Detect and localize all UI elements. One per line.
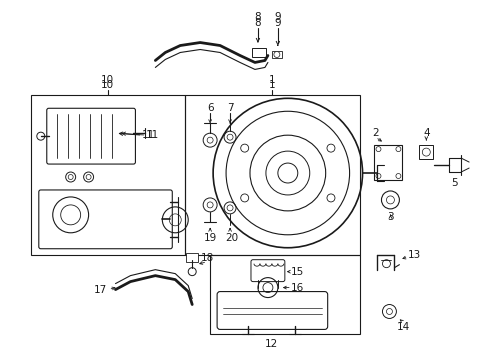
- Text: 8: 8: [255, 12, 261, 22]
- Text: 14: 14: [397, 323, 410, 332]
- Text: 7: 7: [227, 103, 233, 113]
- Text: 4: 4: [423, 128, 430, 138]
- Bar: [31, 95, 185, 255]
- Text: 1: 1: [269, 80, 275, 90]
- Text: 6: 6: [207, 103, 214, 113]
- Text: 15: 15: [291, 267, 304, 276]
- Text: 18: 18: [200, 253, 214, 263]
- Text: 9: 9: [274, 12, 281, 22]
- Text: 11: 11: [142, 130, 155, 140]
- Text: 9: 9: [274, 18, 281, 28]
- Text: 5: 5: [451, 178, 458, 188]
- Text: 10: 10: [101, 75, 114, 85]
- Text: 17: 17: [94, 284, 107, 294]
- Bar: [185, 95, 360, 255]
- Bar: [210, 255, 360, 334]
- Text: 1: 1: [269, 75, 275, 85]
- Circle shape: [37, 132, 45, 140]
- Circle shape: [188, 268, 196, 276]
- Text: 16: 16: [291, 283, 304, 293]
- Bar: [374, 145, 402, 180]
- Text: 13: 13: [408, 250, 421, 260]
- Text: 3: 3: [387, 212, 394, 222]
- Text: 19: 19: [203, 233, 217, 243]
- Bar: [252, 48, 266, 58]
- Text: 2: 2: [372, 128, 379, 138]
- Bar: [186, 253, 198, 262]
- Bar: [272, 50, 282, 58]
- Text: 10: 10: [101, 80, 114, 90]
- Circle shape: [274, 51, 280, 58]
- Text: 20: 20: [225, 233, 239, 243]
- Bar: [419, 145, 433, 159]
- Text: 8: 8: [255, 18, 261, 28]
- Text: 11: 11: [146, 130, 159, 140]
- Text: 12: 12: [265, 339, 278, 349]
